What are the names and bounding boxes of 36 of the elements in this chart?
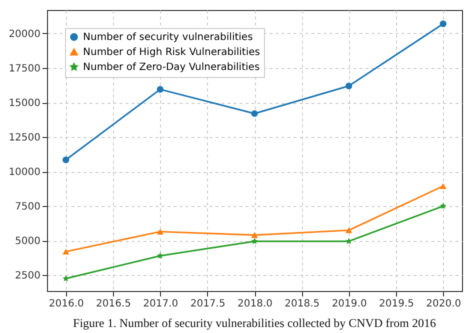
y-tick-label: 12500 bbox=[8, 132, 40, 144]
point bbox=[156, 252, 164, 259]
x-tick-label: 2019.0 bbox=[332, 298, 367, 310]
legend-label: Number of Zero-Day Vulnerabilities bbox=[83, 62, 260, 73]
x-tick-label: 2016.0 bbox=[48, 298, 84, 310]
point bbox=[251, 110, 258, 117]
caption: Figure 1. Number of security vulnerabilities collected by CNVD from 2016 bbox=[73, 316, 436, 330]
y-tick-label: 10000 bbox=[8, 167, 40, 178]
x-tick-label: 2018.5 bbox=[284, 298, 320, 310]
point bbox=[62, 248, 70, 255]
point bbox=[62, 156, 70, 164]
point bbox=[440, 20, 446, 28]
y-tick-label: 7500 bbox=[15, 202, 40, 213]
legend-label: Number of security vulnerabilities bbox=[83, 32, 253, 43]
point bbox=[440, 202, 446, 209]
x-tick-label: 2018.0 bbox=[238, 298, 272, 310]
x-tick-label: 2016.5 bbox=[96, 298, 132, 310]
point bbox=[346, 238, 352, 244]
point bbox=[251, 238, 258, 244]
x-tick-label: 2020.0 bbox=[426, 298, 462, 310]
x-tick-label: 2019.5 bbox=[378, 298, 414, 310]
y-tick-label: 2500 bbox=[15, 270, 40, 282]
x-tick-label: 2017.0 bbox=[143, 298, 178, 310]
y-tick-label: 15000 bbox=[8, 98, 40, 110]
point bbox=[440, 183, 446, 189]
y-tick-label: 17500 bbox=[8, 63, 40, 74]
point bbox=[251, 232, 258, 238]
x-tick-label: 2017.5 bbox=[190, 298, 226, 310]
point bbox=[62, 275, 70, 282]
y-tick-label: 5000 bbox=[15, 236, 40, 248]
point bbox=[345, 82, 352, 90]
legend-label: Number of High Risk Vulnerabilities bbox=[83, 47, 260, 58]
point bbox=[156, 228, 164, 235]
point bbox=[345, 227, 352, 234]
y-tick-label: 20000 bbox=[8, 28, 40, 40]
point bbox=[156, 86, 164, 93]
